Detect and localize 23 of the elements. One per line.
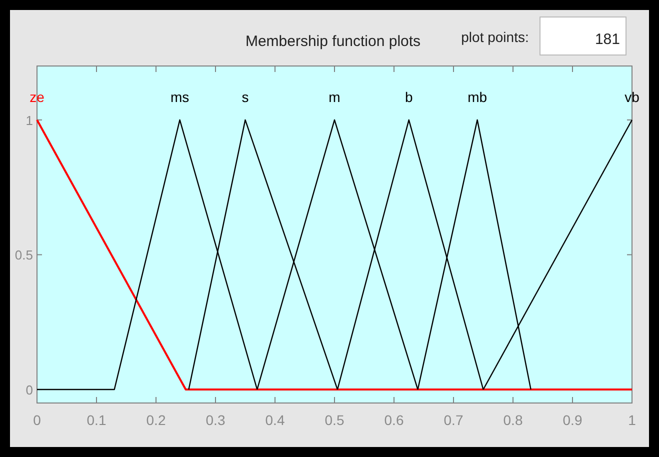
series-label: s bbox=[242, 88, 249, 105]
x-tick-label: 0.4 bbox=[265, 412, 285, 428]
series-label: ms bbox=[170, 88, 190, 105]
x-tick-label: 0.7 bbox=[444, 412, 464, 428]
y-tick-label: 1 bbox=[26, 112, 33, 128]
text: 181 bbox=[594, 31, 620, 48]
x-tick-label: 0.2 bbox=[146, 412, 166, 428]
x-tick-label: 0.8 bbox=[503, 412, 523, 428]
x-tick-label: 0.1 bbox=[86, 412, 106, 428]
series-label: vb bbox=[624, 88, 640, 105]
series-label: b bbox=[404, 88, 413, 105]
x-tick-label: 0.6 bbox=[384, 412, 404, 428]
series-label: ze bbox=[30, 88, 45, 105]
chart-title: Membership function plots bbox=[245, 33, 421, 50]
series-label: mb bbox=[468, 88, 488, 105]
text: plot points: bbox=[461, 29, 529, 45]
series-label: m bbox=[328, 88, 340, 105]
x-tick-label: 1 bbox=[628, 412, 636, 428]
y-tick-label: 0 bbox=[26, 382, 33, 398]
x-tick-label: 0.3 bbox=[206, 412, 226, 428]
x-tick-label: 0.9 bbox=[562, 412, 582, 428]
y-tick-label: 0.5 bbox=[14, 248, 33, 263]
x-tick-label: 0.5 bbox=[324, 412, 344, 428]
